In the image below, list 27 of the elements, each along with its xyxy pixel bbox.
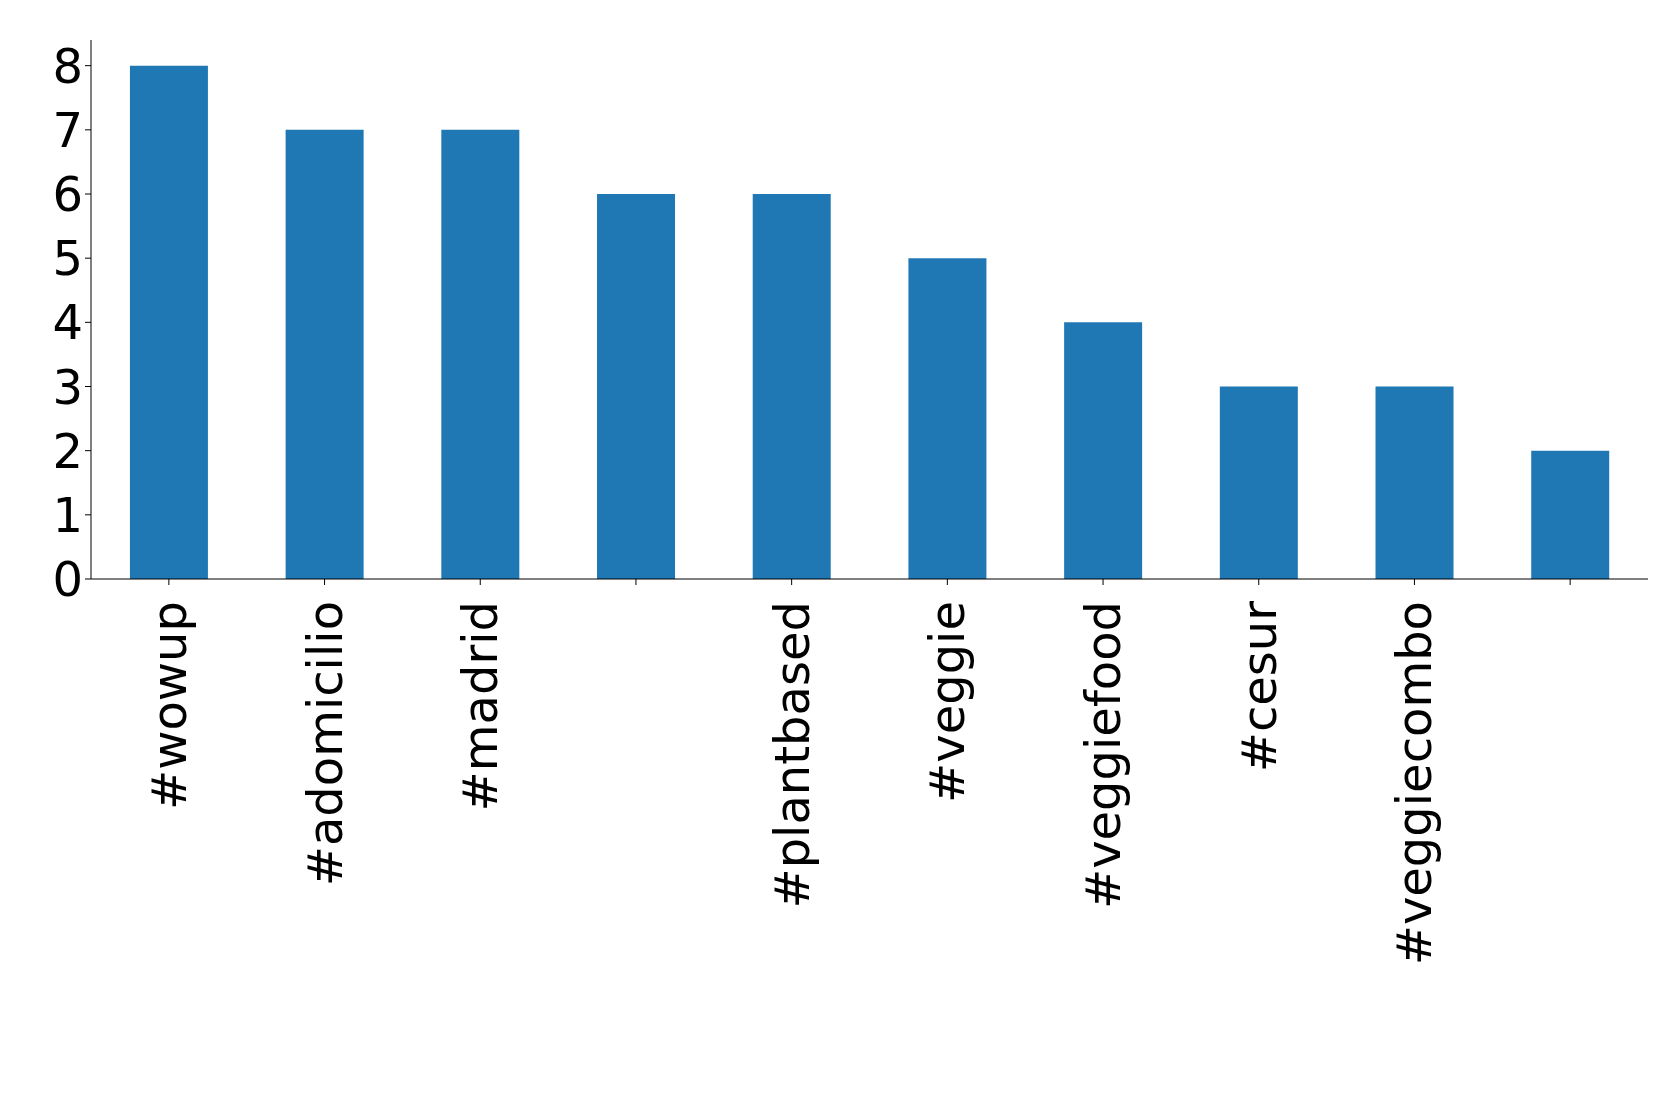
y-tick-label: 2 <box>52 422 83 479</box>
bar <box>129 65 208 579</box>
x-tick-label: #cesur <box>1230 600 1287 773</box>
y-tick-label: 5 <box>52 230 83 287</box>
bar <box>441 129 520 579</box>
y-tick-label: 0 <box>52 551 83 608</box>
bar <box>1375 386 1454 579</box>
x-tick-label: #wowup <box>140 601 197 810</box>
bar <box>908 258 987 579</box>
bar <box>1219 386 1298 579</box>
bar <box>285 129 364 579</box>
y-tick-label: 4 <box>52 294 83 351</box>
y-tick-label: 7 <box>52 101 83 158</box>
x-tick-label: #veggiefood <box>1075 601 1132 910</box>
x-tick-label: #veggiecombo <box>1386 601 1443 966</box>
y-tick-label: 6 <box>52 166 83 223</box>
x-tick-label: #plantbased <box>763 601 820 909</box>
bar <box>597 194 676 579</box>
y-tick-label: 1 <box>52 486 83 543</box>
x-tick-label: #adomicilio <box>296 601 353 887</box>
bar <box>1064 322 1143 579</box>
bar <box>752 194 831 579</box>
bar <box>1531 450 1610 579</box>
y-tick-label: 8 <box>52 37 83 94</box>
x-tick-label: #madrid <box>452 601 509 812</box>
y-tick-label: 3 <box>52 358 83 415</box>
x-tick-label: #veggie <box>919 601 976 803</box>
